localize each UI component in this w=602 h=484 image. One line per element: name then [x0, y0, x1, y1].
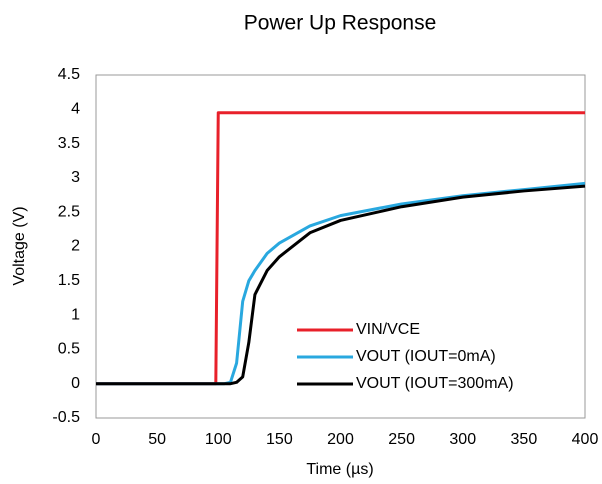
- y-tick-label: 1: [71, 306, 80, 323]
- legend-label: VOUT (IOUT=300mA): [356, 375, 514, 392]
- plot-frame: [95, 74, 586, 419]
- y-tick-label: 3.5: [58, 135, 80, 152]
- y-tick-label: 0.5: [58, 341, 80, 358]
- series-line: [96, 184, 586, 386]
- y-tick-label: 0: [71, 375, 80, 392]
- x-tick-label: 250: [388, 431, 415, 448]
- legend-label: VIN/VCE: [356, 321, 420, 338]
- y-tick-label: 4.5: [58, 66, 80, 83]
- x-tick-label: 350: [511, 431, 538, 448]
- series-line: [96, 111, 585, 386]
- x-tick-label: 300: [449, 431, 476, 448]
- x-axis-label: Time (µs): [306, 461, 373, 478]
- legend-box: [293, 318, 581, 406]
- y-tick-label: 4: [71, 101, 80, 118]
- x-tick-label: 0: [92, 431, 101, 448]
- chart-title: Power Up Response: [244, 12, 437, 35]
- y-axis-label: Voltage (V): [11, 206, 28, 285]
- x-tick-label: 400: [572, 431, 599, 448]
- x-tick-label: 150: [266, 431, 293, 448]
- x-tick-label: 100: [205, 431, 232, 448]
- y-tick-label: 1.5: [58, 272, 80, 289]
- y-tick-label: -0.5: [52, 409, 80, 426]
- y-tick-label: 2.5: [58, 203, 80, 220]
- x-tick-label: 200: [327, 431, 354, 448]
- y-tick-label: 3: [71, 169, 80, 186]
- legend-label: VOUT (IOUT=0mA): [356, 348, 496, 365]
- x-tick-label: 50: [148, 431, 166, 448]
- y-tick-label: 2: [71, 238, 80, 255]
